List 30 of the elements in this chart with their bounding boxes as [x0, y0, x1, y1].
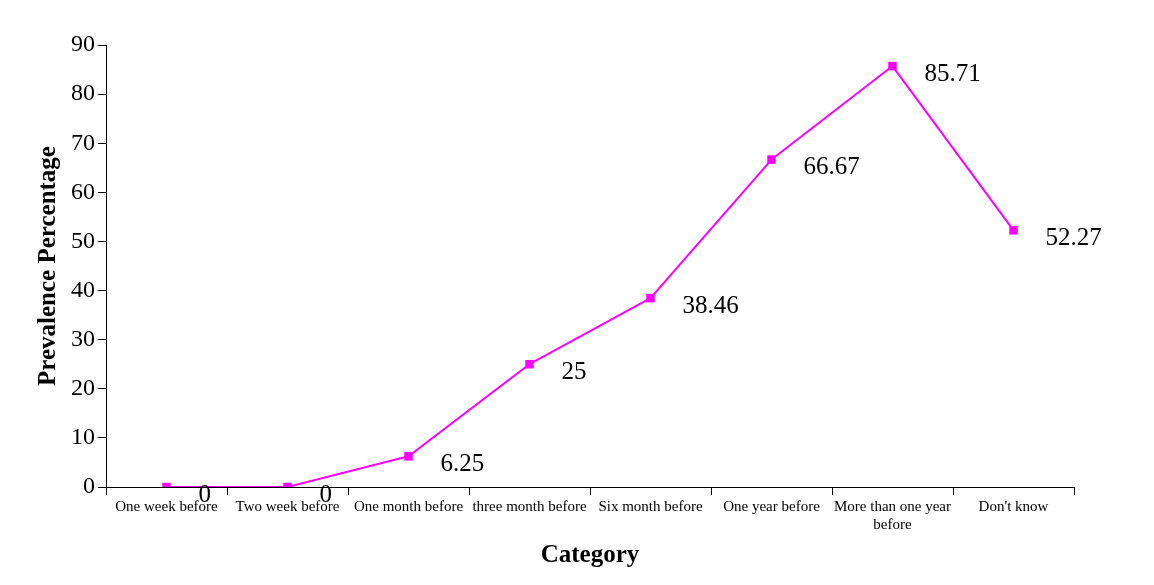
- point: [525, 359, 534, 369]
- x-tick-label: three month before: [472, 497, 587, 514]
- x-axis-title: Category: [540, 540, 640, 568]
- x-tick-label: More than one year before: [833, 497, 952, 532]
- data-label: 25: [561, 356, 587, 384]
- y-tick-label: 0: [83, 472, 95, 499]
- y-tick-label: 80: [71, 79, 95, 106]
- x-tick-label: Don't know: [978, 497, 1049, 514]
- point: [767, 155, 776, 164]
- y-tick-label: 40: [71, 275, 95, 302]
- x-tick-label: One month before: [353, 497, 464, 514]
- point: [646, 293, 655, 303]
- point: [1009, 226, 1018, 235]
- data-label: 52.27: [1045, 222, 1102, 250]
- data-label: 85.71: [924, 58, 981, 86]
- point: [888, 61, 897, 71]
- y-tick-label: 90: [71, 30, 95, 57]
- data-label: 38.46: [682, 290, 739, 318]
- data-label: 66.67: [803, 152, 860, 180]
- y-tick-label: 60: [71, 177, 95, 204]
- y-tick-label: 30: [71, 324, 95, 351]
- y-tick-label: 10: [71, 423, 95, 450]
- y-tick-label: 20: [71, 374, 95, 401]
- y-axis-title: Prevalence Percentage: [33, 146, 61, 386]
- y-tick-label: 50: [71, 226, 95, 253]
- point: [404, 452, 413, 461]
- data-label: 6.25: [440, 448, 485, 476]
- x-tick-label: Six month before: [598, 497, 703, 514]
- x-tick-label: One year before: [723, 497, 821, 514]
- y-tick-label: 70: [71, 128, 95, 155]
